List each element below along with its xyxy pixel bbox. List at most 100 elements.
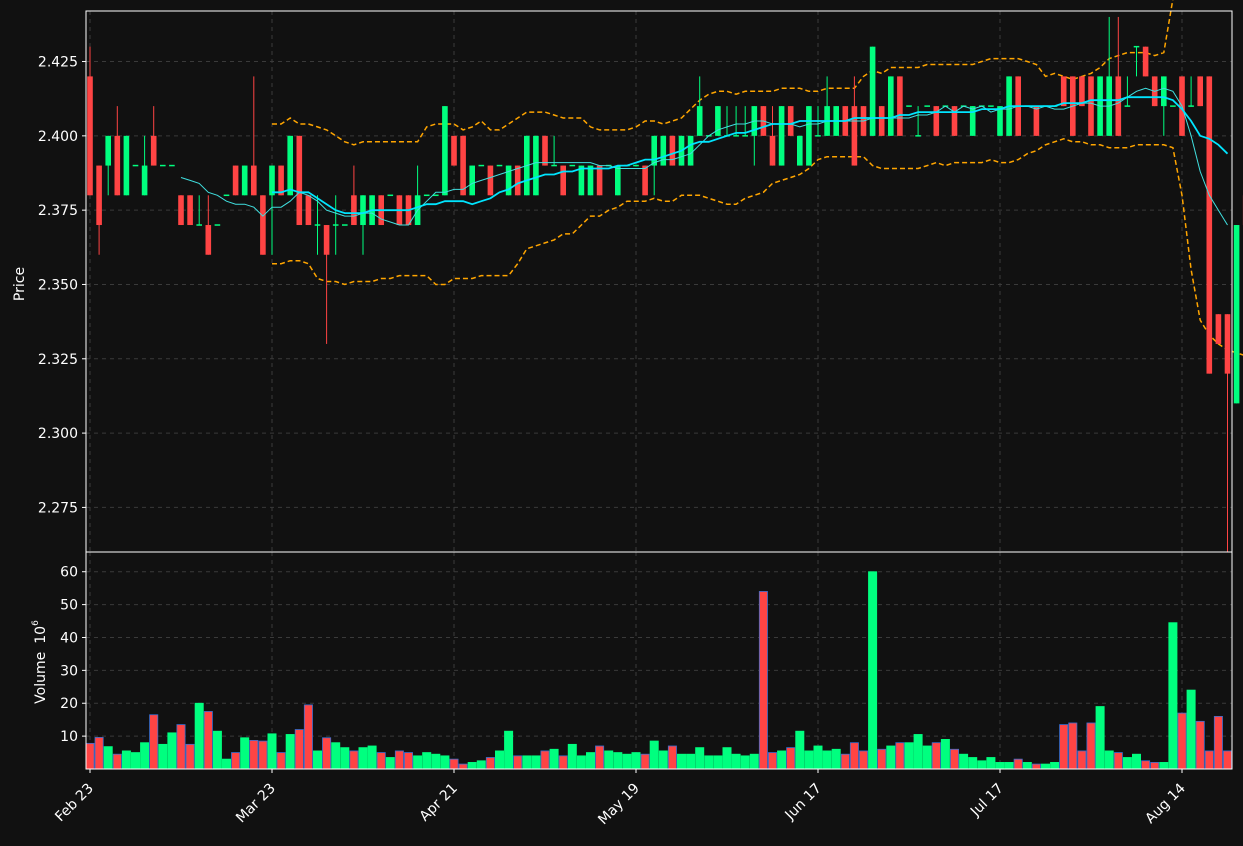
volume-bar <box>969 757 977 769</box>
volume-bar <box>168 733 176 769</box>
volume-bar <box>1178 713 1186 769</box>
volume-bar <box>932 743 940 769</box>
candle <box>287 136 293 195</box>
volume-bar <box>341 748 349 769</box>
volume-bar <box>596 746 604 769</box>
volume-bar <box>323 738 331 769</box>
candle <box>215 224 221 226</box>
candle-body <box>1034 106 1040 136</box>
candle-body <box>351 195 357 225</box>
volume-bar <box>232 753 240 769</box>
candle-body <box>879 106 885 136</box>
volume-bar <box>441 756 449 769</box>
candle-body <box>615 166 621 196</box>
candle-body <box>424 195 430 197</box>
volume-bar <box>404 753 412 769</box>
volume-bar <box>605 751 613 769</box>
candle-body <box>888 76 894 135</box>
candle-body <box>852 106 858 165</box>
candle-body <box>742 135 748 137</box>
candle-body <box>479 165 485 167</box>
volume-bar <box>896 743 904 769</box>
candle-body <box>551 165 557 167</box>
candle-body <box>242 166 248 196</box>
volume-bar <box>668 746 676 769</box>
candle-body <box>1207 76 1213 373</box>
candle-body <box>178 195 184 225</box>
candle <box>1207 76 1213 373</box>
candle <box>388 195 394 197</box>
candle-body <box>1170 105 1176 107</box>
candle <box>424 195 430 197</box>
volume-bar <box>723 748 731 769</box>
candle-body <box>560 166 566 196</box>
candle-body <box>160 165 166 167</box>
volume-bar <box>1005 762 1013 769</box>
candle <box>670 136 676 166</box>
volume-bar <box>377 753 385 769</box>
price-tick-label: 2.400 <box>38 129 78 145</box>
volume-bar <box>1196 721 1204 769</box>
volume-bar <box>1187 690 1195 769</box>
candle-body <box>469 166 475 196</box>
candle <box>797 136 803 166</box>
candle <box>633 165 639 167</box>
volume-bar <box>1023 762 1031 769</box>
candle-body <box>315 224 321 226</box>
candle <box>242 166 248 196</box>
volume-bar <box>186 744 194 769</box>
candle <box>597 166 603 196</box>
volume-tick-label: 10 <box>60 729 78 745</box>
candle-body <box>988 105 994 107</box>
candle <box>1088 76 1094 135</box>
volume-bar <box>996 762 1004 769</box>
candle-body <box>151 136 157 166</box>
volume-bar <box>1114 753 1122 769</box>
volume-bar <box>923 746 931 769</box>
volume-bar <box>259 741 267 769</box>
candle <box>688 136 694 166</box>
candle-body <box>779 106 785 165</box>
volume-bar <box>650 741 658 769</box>
candle <box>542 136 548 166</box>
volume-bar <box>714 756 722 769</box>
price-tick-label: 2.275 <box>38 500 78 516</box>
volume-bar <box>486 757 494 769</box>
candle <box>1061 76 1067 106</box>
volume-bar <box>386 757 394 769</box>
candle-body <box>797 136 803 166</box>
volume-bar <box>559 756 567 769</box>
volume-bar <box>432 754 440 769</box>
candle <box>588 166 594 196</box>
volume-bar <box>177 725 185 769</box>
candle-body <box>124 136 130 195</box>
volume-bar <box>359 748 367 769</box>
volume-bar <box>532 756 540 769</box>
candle-body <box>215 224 221 226</box>
candle-body <box>1225 314 1231 373</box>
volume-bar <box>295 730 303 769</box>
candle <box>1034 106 1040 136</box>
candle-body <box>815 135 821 137</box>
candle <box>515 166 521 196</box>
volume-axis-label-text: Volume <box>33 652 49 704</box>
volume-tick-label: 60 <box>60 565 78 581</box>
candle-body <box>388 195 394 197</box>
candle-body <box>670 136 676 166</box>
volume-bar <box>905 743 913 769</box>
candle <box>570 165 576 167</box>
candle <box>897 76 903 135</box>
volume-bar <box>204 711 212 769</box>
volume-bar <box>859 751 867 769</box>
volume-tick-label: 40 <box>60 630 78 646</box>
candle-body <box>1134 46 1140 48</box>
volume-bar <box>113 754 121 769</box>
candle <box>187 195 193 225</box>
volume-bar <box>277 753 285 769</box>
candle <box>178 195 184 225</box>
volume-bar <box>1051 762 1059 769</box>
volume-bar <box>677 754 685 769</box>
price-tick-label: 2.300 <box>38 426 78 442</box>
candle-body <box>1216 314 1222 344</box>
